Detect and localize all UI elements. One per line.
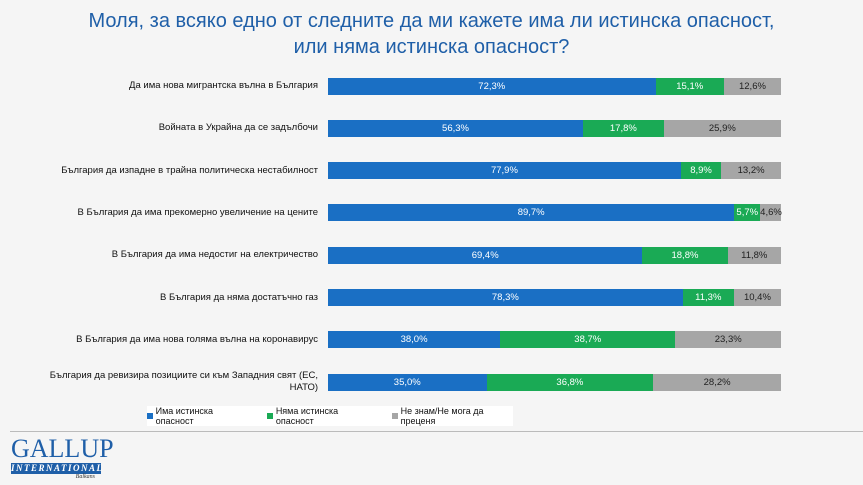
title-line-1: Моля, за всяко едно от следните да ми ка… (88, 10, 775, 32)
legend-swatch (267, 413, 273, 419)
category-label: Да има нова мигрантска вълна в България (129, 80, 318, 91)
legend: Има истинска опасност Няма истинска опасн… (147, 406, 513, 426)
category-label: В България да има недостиг на електричес… (111, 249, 318, 261)
legend-swatch (147, 413, 153, 419)
gallup-logo: GALLUP INTERNATIONAL Balkans (11, 434, 114, 480)
category-label: В България да няма достатъчно газ (159, 291, 318, 303)
bar-segment: 5,7% (734, 204, 761, 222)
bar-segment: 25,9% (663, 119, 781, 137)
bar-segment: 36,8% (486, 373, 654, 391)
bar-segment: 56,3% (328, 119, 584, 137)
bar-segment: 10,4% (733, 289, 781, 306)
bar-segment: 28,2% (653, 373, 781, 391)
bar-segment: 38,7% (500, 331, 676, 349)
legend-item: Не знам/Не мога да преценя (392, 406, 513, 426)
bar-segment: 35,0% (328, 373, 487, 391)
bar-segment: 11,3% (682, 289, 734, 306)
bar-segment: 77,9% (328, 162, 681, 180)
legend-swatch (392, 413, 398, 419)
bar-segment: 38,0% (328, 331, 501, 349)
logo-name: GALLUP (11, 434, 114, 463)
title-line-2: или няма истинска опасност? (293, 36, 570, 58)
divider (10, 431, 863, 432)
bar-segment: 8,9% (680, 162, 722, 180)
bar-segment: 11,8% (727, 246, 781, 264)
logo-region: Balkans (75, 474, 95, 480)
legend-item: Има истинска опасност (147, 406, 247, 426)
bar-segment: 23,3% (675, 331, 781, 349)
legend-label: Има истинска опасност (155, 406, 214, 426)
bar-segment: 18,8% (642, 246, 728, 264)
bar-segment: 17,8% (583, 119, 664, 137)
category-label: България да изпадне в трайна политическа… (61, 164, 318, 176)
bar-segment: 12,6% (723, 77, 781, 95)
bar-segment: 69,4% (328, 246, 643, 264)
legend-label: Не знам/Не мога да преценя (400, 406, 484, 426)
category-label: Войната в Украйна да се задълбочи (158, 122, 318, 134)
bar-segment: 4,6% (760, 204, 782, 222)
legend-item: Няма истинска опасност (267, 406, 372, 426)
bar-segment: 89,7% (328, 204, 735, 222)
logo-sub: INTERNATIONAL (11, 463, 104, 474)
category-label: В България да има прекомерно увеличение … (77, 206, 318, 218)
legend-label: Няма истинска опасност (275, 406, 339, 426)
category-label: България да ревизира позициите си към За… (49, 370, 318, 394)
chart-title: Моля, за всяко едно от следните да ми ка… (0, 8, 863, 60)
bar-segment: 72,3% (328, 77, 656, 95)
bar-segment: 78,3% (328, 289, 683, 306)
category-label: В България да има нова голяма вълна на к… (76, 333, 318, 345)
bar-segment: 15,1% (655, 77, 724, 95)
bar-segment: 13,2% (721, 162, 781, 180)
